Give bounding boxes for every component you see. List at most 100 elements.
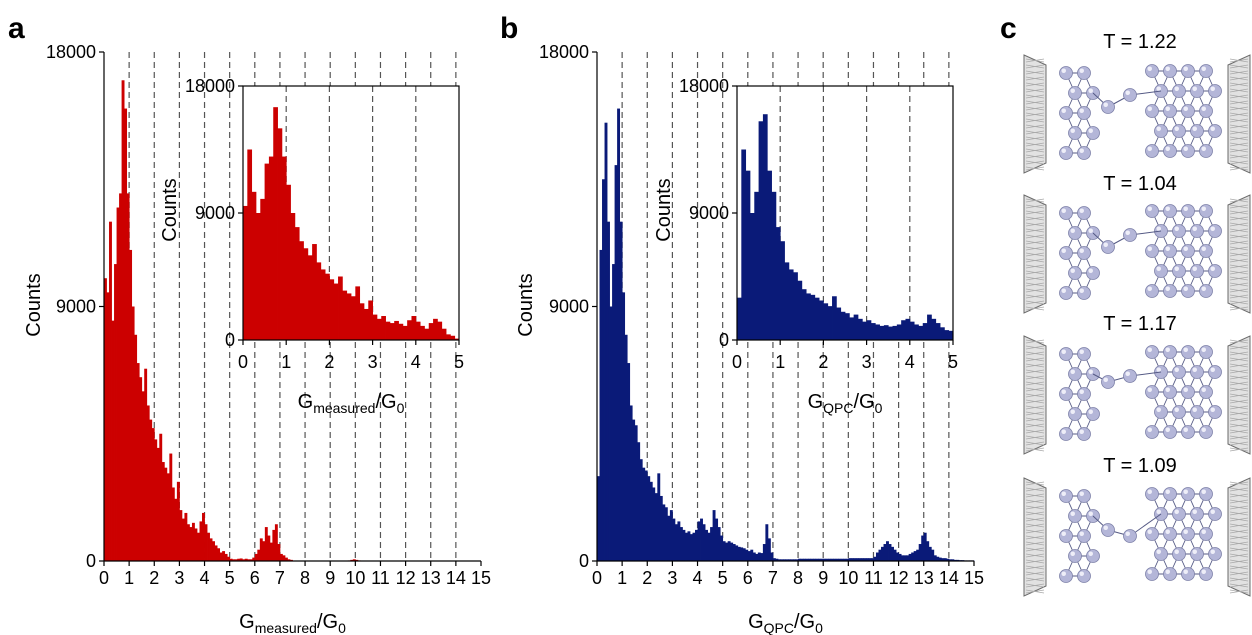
atom-highlight xyxy=(1174,367,1179,372)
atom xyxy=(1163,204,1177,218)
histogram-bar xyxy=(803,558,806,561)
atom-highlight xyxy=(1147,387,1152,392)
histogram-bar xyxy=(888,326,893,340)
histogram-bar xyxy=(614,165,618,562)
atom xyxy=(1077,529,1091,543)
atom-highlight xyxy=(1147,206,1152,212)
atom xyxy=(1101,100,1115,114)
atom-highlight xyxy=(1174,407,1179,412)
atom-highlight xyxy=(1147,146,1152,152)
atom xyxy=(1163,244,1177,258)
atom xyxy=(1059,427,1073,441)
histogram-bar xyxy=(119,193,122,561)
atom xyxy=(1059,66,1073,80)
histogram-bar xyxy=(672,518,676,561)
histogram-bar xyxy=(277,128,283,340)
histogram-bar xyxy=(402,325,408,340)
histogram-bar xyxy=(793,559,796,561)
histogram-bar xyxy=(755,553,759,561)
x-tick-label: 1 xyxy=(617,568,627,588)
atom-highlight xyxy=(1201,489,1206,494)
histogram-bar xyxy=(808,558,812,561)
histogram-bar xyxy=(659,495,663,561)
atom-highlight xyxy=(1088,369,1093,374)
histogram-bar xyxy=(121,80,125,561)
structure-label-4: T = 1.09 xyxy=(1103,455,1177,477)
atom xyxy=(1181,284,1195,298)
histogram-bar xyxy=(239,558,243,561)
atom-highlight xyxy=(1201,427,1206,432)
y-axis-label: Counts xyxy=(653,178,675,241)
y-tick-label: 18000 xyxy=(539,42,589,62)
atom-highlight xyxy=(1061,248,1066,254)
atom-highlight xyxy=(1147,286,1152,291)
histogram-bar xyxy=(935,323,941,340)
histogram-bar xyxy=(770,552,774,561)
histogram-bar xyxy=(612,264,615,561)
histogram-bar xyxy=(805,558,809,561)
atom xyxy=(1163,487,1177,501)
atom-highlight xyxy=(1156,367,1161,372)
histogram-bar xyxy=(207,532,210,561)
histogram-bar xyxy=(268,156,274,340)
histogram-bar xyxy=(116,207,120,561)
atom-highlight xyxy=(1165,66,1170,71)
atom-highlight xyxy=(1210,509,1215,514)
atom-highlight xyxy=(1174,226,1179,232)
atom xyxy=(1077,246,1091,260)
atom-highlight xyxy=(1147,569,1152,574)
atom xyxy=(1077,286,1091,300)
atom-highlight xyxy=(1103,102,1108,107)
y-tick-label: 0 xyxy=(225,330,235,350)
atom xyxy=(1086,549,1100,563)
histogram-bar xyxy=(717,527,721,561)
atom-highlight xyxy=(1165,106,1170,111)
atom xyxy=(1077,206,1091,220)
histogram-bar xyxy=(161,462,165,561)
atom-highlight xyxy=(1165,246,1170,252)
histogram-bar xyxy=(627,363,631,561)
histogram-bar xyxy=(677,521,681,561)
histogram-bar xyxy=(174,498,178,561)
atom xyxy=(1163,527,1177,541)
electrode xyxy=(1023,477,1047,597)
histogram-bar xyxy=(745,549,749,561)
atom xyxy=(1077,347,1091,361)
x-tick-label: 2 xyxy=(818,352,828,372)
histogram-bar xyxy=(325,273,330,340)
atom-highlight xyxy=(1165,569,1170,574)
histogram-bar xyxy=(411,316,417,340)
histogram-bar xyxy=(433,318,438,340)
histogram-bar xyxy=(194,528,198,561)
x-tick-label: 13 xyxy=(914,568,934,588)
histogram-bar xyxy=(870,323,876,340)
atom-highlight xyxy=(1183,427,1188,432)
histogram-bar xyxy=(217,548,221,561)
histogram-bar xyxy=(634,425,638,561)
histogram-bar xyxy=(176,481,180,561)
histogram-bar xyxy=(853,558,857,561)
atom-highlight xyxy=(1192,226,1197,232)
atom-highlight xyxy=(1165,146,1170,152)
electrode xyxy=(1227,477,1251,597)
atom xyxy=(1059,106,1073,120)
atom-highlight xyxy=(1192,266,1197,271)
histogram-bar xyxy=(737,297,742,340)
electrode xyxy=(1023,335,1047,455)
atom xyxy=(1077,66,1091,80)
atom-highlight xyxy=(1183,66,1188,71)
histogram-bar xyxy=(818,558,822,561)
panel-label-b: b xyxy=(500,12,518,45)
histogram-bar xyxy=(186,524,190,561)
atom-highlight xyxy=(1183,286,1188,291)
atom-highlight xyxy=(1192,509,1197,514)
histogram-bar xyxy=(287,559,291,561)
atom xyxy=(1199,244,1213,258)
histogram-bar xyxy=(437,321,443,340)
x-tick-label: 5 xyxy=(454,352,464,372)
histogram-bar xyxy=(689,534,693,561)
x-tick-label: 12 xyxy=(396,568,416,588)
atom xyxy=(1059,529,1073,543)
histogram-bar xyxy=(682,529,686,561)
histogram-bar xyxy=(622,292,626,561)
